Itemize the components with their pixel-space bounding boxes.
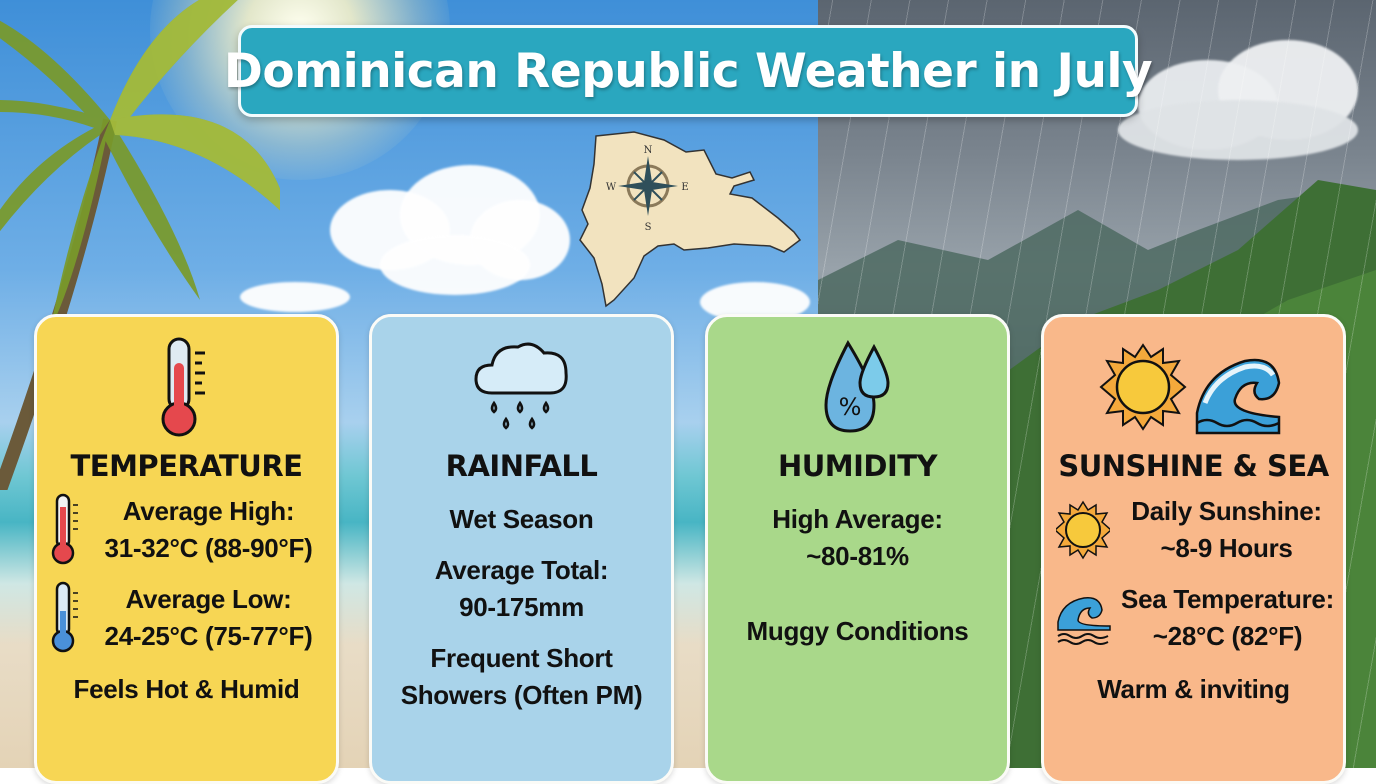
sunshine-sea-card: SUNSHINE & SEA Daily Sunshine: ~8-9 Hour… <box>1041 314 1346 784</box>
humidity-note: Muggy Conditions <box>746 616 969 646</box>
rain-cloud-icon <box>472 335 572 439</box>
average-total-value: 90-175mm <box>459 592 584 622</box>
title-banner: Dominican Republic Weather in July <box>224 25 1153 117</box>
high-average-value: ~80-81% <box>806 541 909 571</box>
high-average-label: High Average: <box>772 504 943 534</box>
rainfall-card: RAINFALL Wet Season Average Total: 90-17… <box>369 314 674 784</box>
hot-thermometer-icon <box>51 493 78 565</box>
average-high-value: 31-32°C (88-90°F) <box>104 533 313 563</box>
compass-n: N <box>644 145 653 156</box>
page-title: Dominican Republic Weather in July <box>223 43 1153 99</box>
average-low-label: Average Low: <box>125 584 292 614</box>
temperature-card: TEMPERATURE Average High: 31-32°C (88-90… <box>34 314 339 784</box>
sea-temperature-value: ~28°C (82°F) <box>1152 621 1303 651</box>
cloud <box>240 282 350 312</box>
compass-e: E <box>681 182 688 193</box>
average-high-label: Average High: <box>122 496 295 526</box>
rainfall-season: Wet Season <box>449 504 594 534</box>
temperature-note: Feels Hot & Humid <box>73 674 300 704</box>
sunshine-sea-note: Warm & inviting <box>1097 674 1290 704</box>
storm-cloud <box>1118 100 1358 160</box>
humidity-title: HUMIDITY <box>777 449 938 483</box>
rainfall-title: RAINFALL <box>445 449 598 483</box>
sea-temperature-label: Sea Temperature: <box>1121 584 1334 614</box>
rainfall-note-line2: Showers (Often PM) <box>400 680 643 710</box>
rainfall-note-line1: Frequent Short <box>430 643 613 673</box>
average-low-value: 24-25°C (75-77°F) <box>104 621 313 651</box>
humidity-card: % HUMIDITY High Average: ~80-81% Muggy C… <box>705 314 1010 784</box>
daily-sunshine-label: Daily Sunshine: <box>1131 496 1322 526</box>
sunshine-sea-title: SUNSHINE & SEA <box>1058 449 1329 483</box>
temperature-title: TEMPERATURE <box>70 449 303 483</box>
cloud <box>380 235 530 295</box>
sun-and-wave-icon <box>1098 335 1289 439</box>
average-total-label: Average Total: <box>434 555 609 585</box>
compass-w: W <box>606 182 617 193</box>
humidity-drops-icon: % <box>818 335 898 439</box>
palm-tree-icon <box>0 0 280 490</box>
small-wave-icon <box>1057 597 1111 645</box>
small-sun-icon <box>1056 500 1110 560</box>
compass-s: S <box>645 222 652 233</box>
thermometer-icon <box>157 335 217 439</box>
cool-thermometer-icon <box>51 581 78 653</box>
daily-sunshine-value: ~8-9 Hours <box>1160 533 1293 563</box>
dominican-republic-map-icon: N S E W <box>579 131 802 308</box>
svg-text:%: % <box>838 393 861 421</box>
